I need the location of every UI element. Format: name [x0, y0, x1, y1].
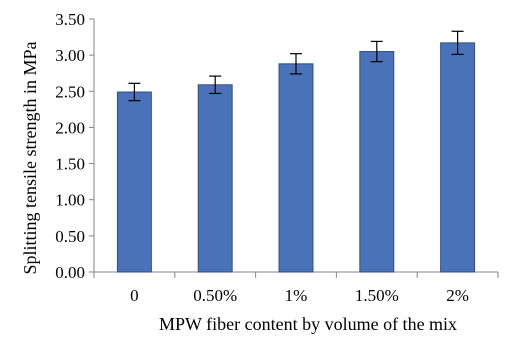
x-tick-label: 1.50% [355, 286, 399, 305]
y-tick-label: 0.00 [55, 263, 85, 282]
x-axis-title: MPW fiber content by volume of the mix [159, 314, 457, 334]
y-tick-label: 3.50 [55, 10, 85, 29]
x-tick-label: 1% [285, 286, 308, 305]
error-bars [128, 30, 464, 102]
y-tick-label: 1.50 [55, 155, 85, 174]
y-tick-label: 3.00 [55, 46, 85, 65]
x-tick-label: 2% [446, 286, 469, 305]
x-axis: 0 0.50% 1% 1.50% 2% [93, 271, 499, 305]
x-tick-label: 0 [130, 286, 139, 305]
bar-1.50% [359, 51, 395, 273]
x-tick-label: 0.50% [193, 286, 237, 305]
y-tick-label: 1.00 [55, 191, 85, 210]
bar-0.50% [197, 84, 233, 273]
bar-2% [440, 42, 476, 273]
y-axis-title: Splitting tensile strength in MPa [20, 41, 40, 274]
bar-1% [278, 63, 314, 273]
y-axis: 0.00 0.50 1.00 1.50 2.00 2.50 3.00 3.50 [55, 10, 95, 282]
y-tick-label: 2.00 [55, 118, 85, 137]
y-tick-label: 2.50 [55, 82, 85, 101]
bars [116, 42, 476, 273]
y-tick-label: 0.50 [55, 227, 85, 246]
bar-0 [116, 91, 152, 273]
